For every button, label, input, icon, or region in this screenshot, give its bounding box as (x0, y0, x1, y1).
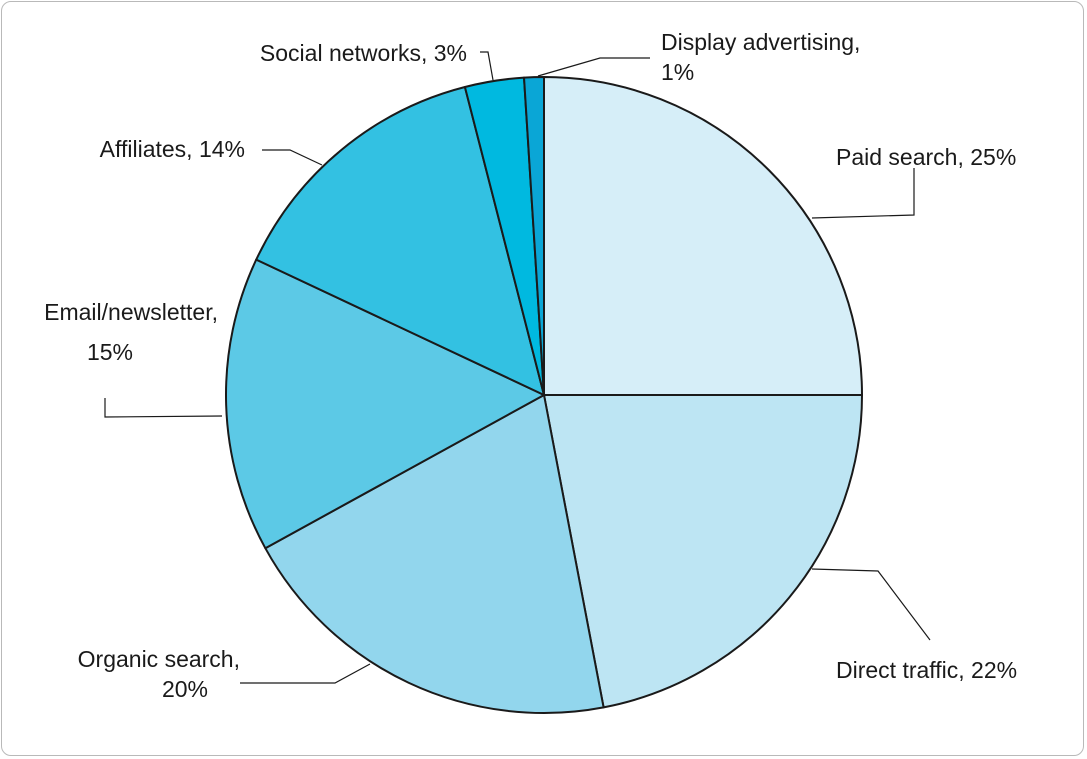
slice-label: 1% (661, 59, 694, 85)
slice-label: Paid search, 25% (836, 144, 1016, 170)
slice-label: Display advertising, (661, 29, 860, 55)
slice-labels: Paid search, 25% Direct traffic, 22% Organ… (44, 29, 1017, 702)
leader-lines (104, 51, 931, 684)
slice-label: Affiliates, 14% (100, 136, 245, 162)
leader-line (262, 149, 323, 166)
pie-slices (225, 76, 863, 715)
slice-label: 20% (162, 676, 208, 702)
pie-slice-affiliates (255, 85, 545, 396)
leader-line (811, 568, 931, 641)
pie-slice-email-newsletter (225, 258, 545, 550)
pie-slice-organic-search (264, 394, 605, 715)
slice-label: Organic search, (78, 646, 240, 672)
leader-line (104, 398, 223, 418)
slice-label: Direct traffic, 22% (836, 657, 1017, 683)
pie-slice-direct-traffic (543, 394, 863, 709)
slice-label: 15% (87, 339, 133, 365)
slice-label: Social networks, 3% (260, 40, 467, 66)
leader-line (811, 168, 915, 219)
leader-line (537, 57, 650, 77)
pie-slice-paid-search (543, 76, 863, 396)
slice-label: Email/newsletter, (44, 299, 218, 325)
leader-line (240, 663, 371, 684)
pie-slice-display-advertising (523, 76, 545, 396)
leader-line (480, 51, 494, 81)
